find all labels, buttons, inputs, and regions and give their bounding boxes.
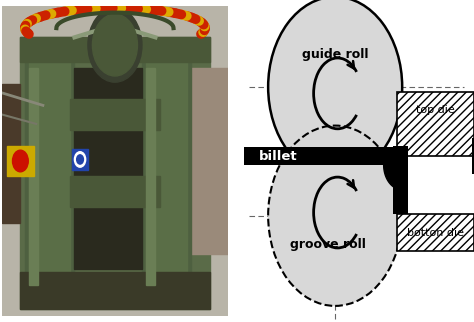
Bar bbox=[397, 214, 474, 251]
Text: billet: billet bbox=[259, 149, 297, 163]
Circle shape bbox=[268, 0, 402, 177]
Bar bbox=[191, 68, 228, 254]
Bar bbox=[397, 92, 474, 156]
Polygon shape bbox=[383, 165, 402, 190]
Bar bbox=[146, 68, 155, 285]
Bar bbox=[29, 56, 70, 297]
Bar bbox=[244, 147, 407, 165]
Bar bbox=[70, 176, 160, 207]
Bar bbox=[472, 138, 474, 174]
Bar bbox=[392, 146, 408, 214]
Circle shape bbox=[88, 8, 142, 82]
Bar bbox=[20, 37, 210, 309]
Circle shape bbox=[77, 155, 83, 164]
Text: botton die: botton die bbox=[407, 228, 464, 238]
Bar bbox=[142, 50, 191, 303]
Bar bbox=[70, 99, 160, 130]
Circle shape bbox=[268, 126, 402, 306]
Bar bbox=[29, 68, 38, 285]
Circle shape bbox=[12, 150, 28, 172]
Circle shape bbox=[74, 152, 86, 167]
Text: top die: top die bbox=[416, 105, 455, 115]
Text: guide roll: guide roll bbox=[302, 48, 368, 61]
Bar bbox=[146, 56, 187, 297]
Bar bbox=[7, 146, 34, 176]
Bar bbox=[20, 37, 210, 62]
Bar bbox=[74, 68, 142, 269]
Circle shape bbox=[92, 14, 137, 76]
Text: groove roll: groove roll bbox=[290, 238, 366, 251]
Bar bbox=[2, 84, 20, 223]
Bar bbox=[25, 50, 74, 303]
Bar bbox=[72, 149, 88, 170]
Bar bbox=[20, 272, 210, 309]
